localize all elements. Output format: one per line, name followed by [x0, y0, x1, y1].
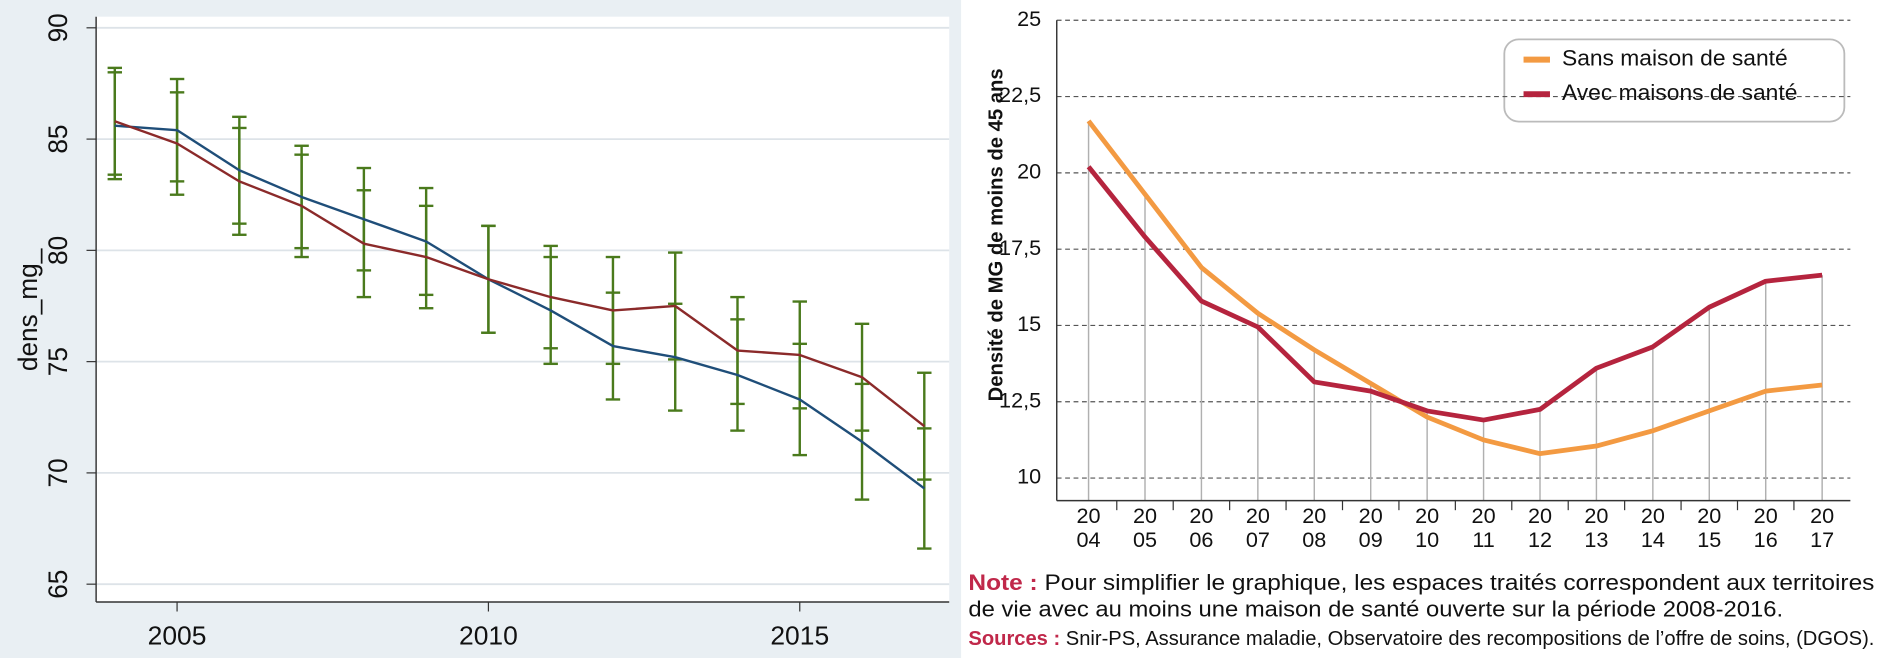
x-tick-label: 09	[1359, 528, 1383, 552]
x-tick-label: 20	[1810, 504, 1834, 528]
x-tick-label: 20	[1302, 504, 1326, 528]
y-tick-label: 75	[43, 347, 73, 376]
x-tick-label: 16	[1754, 528, 1778, 552]
x-tick-label: 20	[1641, 504, 1665, 528]
legend-box	[1503, 38, 1846, 123]
y-tick-label: 20	[1017, 160, 1041, 184]
x-tick-label: 06	[1189, 528, 1213, 552]
y-tick-label: 25	[1017, 7, 1041, 31]
x-tick-label: 2015	[770, 621, 829, 651]
note-line: de vie avec au moins une maison de santé…	[968, 595, 1783, 621]
y-tick-label: 80	[43, 236, 73, 265]
x-tick-label: 2005	[148, 621, 207, 651]
y-tick-label: 65	[43, 570, 73, 599]
x-tick-label: 17	[1810, 528, 1834, 552]
x-tick-label: 20	[1133, 504, 1157, 528]
x-tick-label: 20	[1472, 504, 1496, 528]
x-tick-label: 20	[1077, 504, 1101, 528]
note-label: Note :	[968, 569, 1037, 595]
y-tick-label: 90	[43, 13, 73, 42]
legend-label: Avec maisons de santé	[1562, 79, 1797, 105]
x-tick-label: 07	[1246, 528, 1270, 552]
series-line	[1086, 119, 1823, 457]
series-line	[114, 120, 926, 428]
x-tick-label: 20	[1584, 504, 1608, 528]
y-tick-label: 17,5	[999, 236, 1041, 260]
note: Note : Pour simplifier le graphique, les…	[968, 569, 1874, 595]
x-tick-label: 2010	[459, 621, 518, 651]
y-tick-label: 85	[43, 125, 73, 154]
x-tick-label: 13	[1584, 528, 1608, 552]
x-tick-label: 20	[1189, 504, 1213, 528]
x-tick-label: 14	[1641, 528, 1665, 552]
series-line	[114, 124, 926, 490]
y-tick-label: 15	[1017, 312, 1041, 336]
y-tick-label: 22,5	[999, 83, 1041, 107]
x-tick-label: 20	[1415, 504, 1439, 528]
y-tick-label: 10	[1017, 465, 1041, 489]
x-tick-label: 20	[1359, 504, 1383, 528]
y-tick-label: 12,5	[999, 389, 1041, 413]
y-axis-label: dens_mg_	[13, 248, 43, 371]
series-line	[1086, 165, 1823, 423]
x-tick-label: 20	[1246, 504, 1270, 528]
x-tick-label: 20	[1754, 504, 1778, 528]
sources: Sources : Snir-PS, Assurance maladie, Ob…	[968, 629, 1874, 651]
sources-label: Sources :	[968, 629, 1060, 651]
x-tick-label: 05	[1133, 528, 1157, 552]
x-tick-label: 11	[1472, 528, 1494, 552]
x-tick-label: 08	[1302, 528, 1326, 552]
x-tick-label: 04	[1077, 528, 1101, 552]
x-tick-label: 20	[1528, 504, 1552, 528]
y-axis-label: Densité de MG de moins de 45 ans	[986, 68, 1008, 401]
sources-text: Snir-PS, Assurance maladie, Observatoire…	[1066, 629, 1875, 651]
x-tick-label: 15	[1697, 528, 1721, 552]
x-tick-label: 20	[1697, 504, 1721, 528]
x-tick-label: 10	[1415, 528, 1439, 552]
x-tick-label: 12	[1528, 528, 1552, 552]
left-plot-area	[96, 16, 950, 602]
legend-label: Sans maison de santé	[1562, 45, 1788, 71]
y-tick-label: 70	[43, 458, 73, 487]
note-line: Pour simplifier le graphique, les espace…	[1044, 569, 1874, 595]
